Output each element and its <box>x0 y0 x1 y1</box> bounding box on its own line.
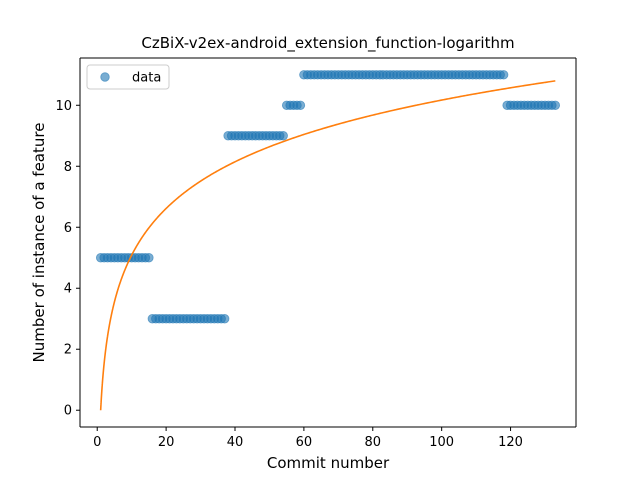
data-point <box>144 253 154 263</box>
y-tick-label: 0 <box>64 404 72 419</box>
data-point <box>278 131 288 141</box>
legend-marker <box>100 72 110 82</box>
x-tick-label: 0 <box>93 435 101 450</box>
y-tick-label: 8 <box>64 160 72 175</box>
data-point <box>219 314 230 324</box>
y-tick-label: 4 <box>64 282 72 297</box>
x-tick-label: 60 <box>296 435 313 450</box>
data-point <box>550 100 561 110</box>
y-axis-label: Number of instance of a feature <box>30 123 48 363</box>
y-tick-label: 10 <box>55 99 72 114</box>
x-tick-label: 120 <box>498 435 523 450</box>
legend-label: data <box>132 71 161 86</box>
legend-box <box>86 64 170 90</box>
plot-area: 0 20 40 60 80 100 120 0 2 4 6 8 10 data <box>55 57 577 450</box>
fitted-curve <box>99 80 556 411</box>
x-tick-label: 20 <box>158 435 175 450</box>
y-tick-label: 2 <box>64 343 72 358</box>
x-tick-label: 80 <box>365 435 382 450</box>
x-axis-label: Commit number <box>267 454 390 472</box>
legend: data <box>86 64 170 90</box>
x-tick-label: 40 <box>227 435 244 450</box>
series-layer <box>95 70 561 411</box>
data-point <box>295 100 306 110</box>
x-tick-label: 100 <box>429 435 454 450</box>
data-point <box>498 70 509 80</box>
series-points-data <box>95 70 561 324</box>
chart-title: CzBiX-v2ex-android_extension_function-lo… <box>141 34 514 53</box>
y-tick-label: 6 <box>64 221 72 236</box>
